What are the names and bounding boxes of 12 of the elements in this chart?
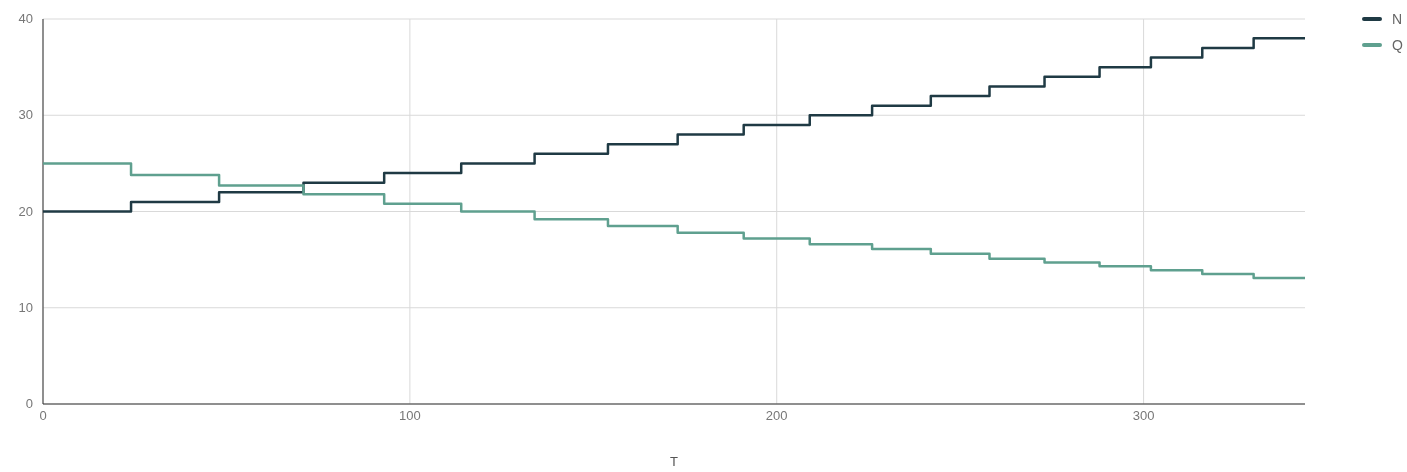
x-tick-label: 0 [39, 408, 47, 423]
y-tick-label: 10 [18, 299, 33, 315]
y-tick-label: 30 [18, 107, 33, 123]
x-axis-title: T [670, 454, 679, 469]
y-tick-label: 40 [18, 11, 33, 26]
legend-label: Q [1392, 37, 1403, 53]
x-tick-label: 100 [399, 408, 421, 423]
x-tick-label: 200 [765, 408, 788, 423]
legend-label: N [1392, 11, 1403, 27]
y-tick-label: 0 [25, 396, 33, 411]
y-tick-label: 20 [18, 203, 33, 219]
x-tick-label: 300 [1132, 408, 1155, 423]
